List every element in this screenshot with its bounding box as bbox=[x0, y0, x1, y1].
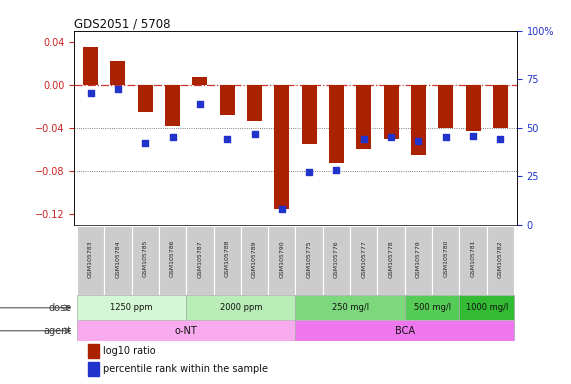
Bar bbox=[268, 225, 296, 295]
Point bbox=[414, 138, 423, 144]
Text: GSM105787: GSM105787 bbox=[198, 240, 202, 278]
Bar bbox=[165, 84, 180, 126]
Point bbox=[250, 131, 259, 137]
Bar bbox=[460, 295, 514, 320]
Bar bbox=[274, 84, 289, 209]
Bar bbox=[329, 84, 344, 163]
Text: GSM105778: GSM105778 bbox=[389, 240, 393, 278]
Bar bbox=[241, 225, 268, 295]
Text: GSM105781: GSM105781 bbox=[471, 240, 476, 278]
Bar bbox=[301, 84, 317, 144]
Bar bbox=[438, 84, 453, 128]
Text: 500 mg/l: 500 mg/l bbox=[413, 303, 451, 312]
Bar bbox=[77, 320, 296, 341]
Text: GSM105789: GSM105789 bbox=[252, 240, 257, 278]
Bar bbox=[350, 225, 377, 295]
Bar bbox=[77, 225, 104, 295]
Bar bbox=[377, 225, 405, 295]
Text: GSM105790: GSM105790 bbox=[279, 240, 284, 278]
Text: GSM105776: GSM105776 bbox=[334, 240, 339, 278]
Point bbox=[195, 101, 204, 108]
Bar bbox=[432, 225, 460, 295]
Bar bbox=[186, 225, 214, 295]
Bar bbox=[465, 84, 481, 131]
Text: GSM105783: GSM105783 bbox=[88, 240, 93, 278]
Bar bbox=[192, 77, 207, 84]
Text: GSM105785: GSM105785 bbox=[143, 240, 148, 278]
Text: percentile rank within the sample: percentile rank within the sample bbox=[103, 364, 268, 374]
Text: GSM105788: GSM105788 bbox=[225, 240, 230, 278]
Text: GSM105780: GSM105780 bbox=[443, 240, 448, 278]
Text: dose: dose bbox=[49, 303, 71, 313]
Text: BCA: BCA bbox=[395, 326, 415, 336]
Bar bbox=[323, 225, 350, 295]
Text: 250 mg/l: 250 mg/l bbox=[332, 303, 369, 312]
Point bbox=[359, 136, 368, 142]
Point bbox=[114, 86, 123, 92]
Point bbox=[223, 136, 232, 142]
Bar bbox=[87, 344, 99, 358]
Text: 1000 mg/l: 1000 mg/l bbox=[465, 303, 508, 312]
Bar bbox=[405, 225, 432, 295]
Bar bbox=[131, 225, 159, 295]
Bar bbox=[296, 320, 514, 341]
Text: GSM105784: GSM105784 bbox=[115, 240, 120, 278]
Bar bbox=[356, 84, 371, 149]
Text: GSM105779: GSM105779 bbox=[416, 240, 421, 278]
Bar bbox=[460, 225, 486, 295]
Text: 1250 ppm: 1250 ppm bbox=[110, 303, 153, 312]
Bar bbox=[296, 295, 405, 320]
Bar bbox=[159, 225, 186, 295]
Bar bbox=[405, 295, 460, 320]
Bar bbox=[186, 295, 296, 320]
Bar bbox=[83, 47, 98, 84]
Text: GSM105777: GSM105777 bbox=[361, 240, 366, 278]
Point bbox=[168, 134, 177, 141]
Point bbox=[387, 134, 396, 141]
Bar bbox=[110, 61, 126, 84]
Point bbox=[441, 134, 451, 141]
Point bbox=[140, 140, 150, 146]
Point bbox=[86, 90, 95, 96]
Bar bbox=[384, 84, 399, 139]
Text: agent: agent bbox=[43, 326, 71, 336]
Bar bbox=[493, 84, 508, 128]
Bar bbox=[296, 225, 323, 295]
Bar bbox=[104, 225, 131, 295]
Point bbox=[278, 206, 287, 212]
Point bbox=[496, 136, 505, 142]
Text: 2000 ppm: 2000 ppm bbox=[220, 303, 262, 312]
Text: GSM105786: GSM105786 bbox=[170, 240, 175, 278]
Text: GDS2051 / 5708: GDS2051 / 5708 bbox=[74, 18, 171, 31]
Bar bbox=[87, 362, 99, 376]
Text: log10 ratio: log10 ratio bbox=[103, 346, 156, 356]
Text: GSM105775: GSM105775 bbox=[307, 240, 312, 278]
Point bbox=[468, 132, 477, 139]
Point bbox=[304, 169, 313, 175]
Text: o-NT: o-NT bbox=[175, 326, 198, 336]
Text: GSM105782: GSM105782 bbox=[498, 240, 503, 278]
Bar bbox=[220, 84, 235, 115]
Bar bbox=[411, 84, 426, 155]
Point bbox=[332, 167, 341, 174]
Bar bbox=[247, 84, 262, 121]
Bar bbox=[138, 84, 153, 112]
Bar bbox=[77, 295, 186, 320]
Bar bbox=[486, 225, 514, 295]
Bar bbox=[214, 225, 241, 295]
